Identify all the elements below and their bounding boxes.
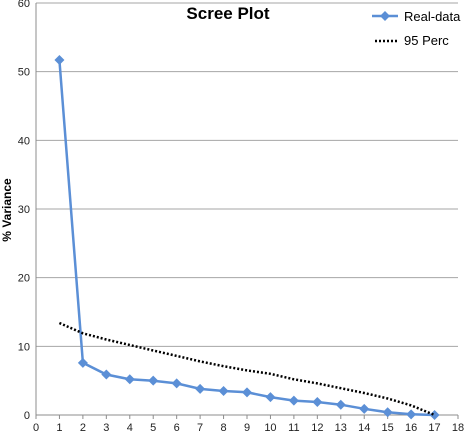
- data-point-real-data: [101, 369, 112, 380]
- x-tick-label: 4: [127, 422, 133, 432]
- data-point-real-data: [218, 385, 229, 396]
- x-tick-label: 12: [311, 422, 323, 432]
- data-point-real-data: [195, 383, 206, 394]
- x-tick-label: 1: [56, 422, 62, 432]
- legend-label-real-data: Real-data: [404, 9, 461, 24]
- data-point-real-data: [171, 378, 182, 389]
- x-tick-label: 8: [220, 422, 226, 432]
- data-point-real-data: [382, 407, 393, 418]
- legend-label-95-perc: 95 Perc: [404, 33, 449, 48]
- data-point-real-data: [265, 392, 276, 403]
- x-tick-label: 15: [382, 422, 394, 432]
- x-tick-label: 9: [244, 422, 250, 432]
- data-point-real-data: [312, 396, 323, 407]
- x-tick-label: 2: [80, 422, 86, 432]
- x-tick-label: 0: [33, 422, 39, 432]
- x-tick-label: 13: [335, 422, 347, 432]
- y-tick-label: 30: [18, 204, 30, 216]
- data-point-real-data: [242, 387, 252, 398]
- x-tick-label: 6: [174, 422, 180, 432]
- x-tick-label: 3: [103, 422, 109, 432]
- x-tick-label: 10: [264, 422, 276, 432]
- legend: Real-data 95 Perc: [372, 9, 461, 48]
- data-point-real-data: [429, 410, 440, 420]
- data-point-real-data: [288, 395, 299, 406]
- y-tick-label: 60: [18, 0, 30, 10]
- data-point-real-data: [359, 403, 370, 414]
- y-axis-label: % Variance: [0, 178, 14, 242]
- x-tick-label: 17: [428, 422, 440, 432]
- x-tick-label: 18: [452, 422, 464, 432]
- y-tick-label: 50: [18, 67, 30, 79]
- gridlines: [36, 2, 458, 347]
- data-point-real-data: [148, 375, 159, 386]
- series-line-95-perc: [58, 321, 436, 417]
- legend-diamond-marker: [380, 11, 390, 21]
- data-series: [54, 54, 440, 420]
- y-tick-label: 10: [18, 341, 30, 353]
- x-tick-label: 5: [150, 422, 156, 432]
- chart-title: Scree Plot: [186, 4, 269, 23]
- y-tick-label: 20: [18, 273, 30, 285]
- data-point-real-data: [335, 399, 346, 410]
- x-tick-label: 16: [405, 422, 417, 432]
- data-point-real-data: [406, 409, 417, 420]
- data-point-real-data: [124, 374, 135, 385]
- x-tick-label: 11: [288, 422, 299, 432]
- x-tick-label: 14: [358, 422, 370, 432]
- y-tick-label: 40: [18, 135, 30, 147]
- data-point-real-data: [77, 357, 88, 368]
- y-tick-label: 0: [24, 410, 30, 422]
- x-tick-label: 7: [197, 422, 203, 432]
- data-point-real-data: [54, 54, 65, 65]
